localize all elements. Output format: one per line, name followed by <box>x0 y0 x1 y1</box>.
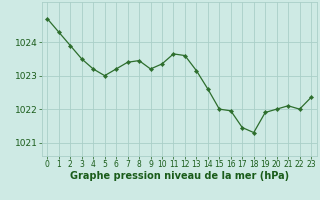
X-axis label: Graphe pression niveau de la mer (hPa): Graphe pression niveau de la mer (hPa) <box>70 171 289 181</box>
